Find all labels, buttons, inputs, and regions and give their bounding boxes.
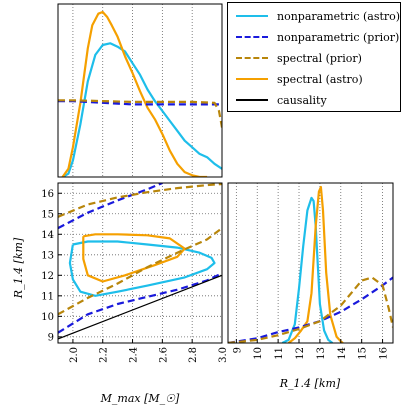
x-tick-label: 15 (358, 347, 369, 360)
x-axis-label-r14: R_1.4 [km] (279, 377, 341, 390)
legend-label: nonparametric (prior) (277, 30, 400, 44)
series-spectral-astro (82, 233, 186, 283)
legend-item: nonparametric (astro) (236, 7, 400, 25)
series-causality (58, 274, 222, 340)
y-tick-label: 15 (41, 209, 54, 220)
legend-label: spectral (astro) (277, 72, 363, 86)
legend-item: spectral (prior) (236, 49, 362, 67)
series-spectral-prior (58, 183, 222, 218)
x-tick-label: 16 (379, 347, 390, 360)
legend-label: nonparametric (astro) (277, 9, 401, 23)
series-spectral-prior (58, 99, 222, 128)
panel-frame (57, 182, 223, 344)
r14-vs-mmax-panel: 2.0 2.2 2.4 2.6 2.8 3.0 9 10 11 12 13 14 15 16 (41, 182, 229, 363)
series-nonparametric-astro (281, 196, 334, 343)
x-tick-label: 12 (295, 347, 306, 360)
legend-swatch (236, 57, 268, 59)
y-tick-label: 14 (41, 230, 54, 241)
x-axis-label-mmax: M_max [M_☉] (100, 392, 180, 405)
legend-swatch (236, 36, 268, 38)
series-nonparametric-prior (58, 183, 163, 230)
x-tick-label: 2.4 (129, 347, 140, 363)
legend-label: spectral (prior) (277, 51, 362, 65)
x-tick-label: 2.0 (69, 347, 80, 363)
legend-item: spectral (astro) (236, 70, 363, 88)
legend-item: nonparametric (prior) (236, 28, 399, 46)
series-nonparametric-prior (58, 272, 222, 334)
x-tick-label: 13 (316, 347, 327, 360)
panel-frame (227, 182, 394, 344)
r14-marginal-panel: 9 10 11 12 13 14 15 16 (227, 182, 394, 360)
series-spectral-astro (287, 185, 344, 343)
panel-frame (57, 3, 223, 178)
legend-swatch (236, 99, 268, 101)
y-tick-label: 11 (41, 291, 54, 302)
y-tick-label: 9 (48, 332, 54, 343)
x-tick-label: 11 (274, 347, 285, 360)
series-nonparametric-astro (61, 42, 222, 177)
x-tick-label: 9 (232, 347, 243, 353)
legend: nonparametric (astro) nonparametric (pri… (227, 2, 401, 112)
series-spectral-prior (228, 276, 393, 343)
legend-item: causality (236, 91, 327, 109)
series-nonparametric-prior (58, 99, 222, 106)
y-tick-label: 10 (41, 312, 54, 323)
x-tick-label: 2.2 (99, 347, 110, 363)
y-tick-label: 16 (41, 189, 54, 200)
legend-label: causality (277, 93, 327, 107)
y-axis-label-r14: R_1.4 [km] (12, 237, 25, 299)
y-tick-label: 12 (41, 271, 54, 282)
series-spectral-astro (61, 10, 208, 177)
series-spectral-prior (58, 227, 222, 316)
x-tick-label: 2.6 (158, 347, 169, 363)
x-tick-label: 14 (337, 347, 348, 360)
mmax-marginal-panel (57, 3, 223, 178)
y-tick-label: 13 (41, 250, 54, 261)
x-tick-label: 2.8 (188, 347, 199, 363)
x-tick-label: 10 (253, 347, 264, 360)
series-nonparametric-astro (68, 240, 216, 297)
legend-swatch (236, 15, 268, 17)
legend-swatch (236, 78, 268, 80)
x-tick-label: 3.0 (218, 347, 229, 363)
series-nonparametric-prior (228, 276, 393, 343)
